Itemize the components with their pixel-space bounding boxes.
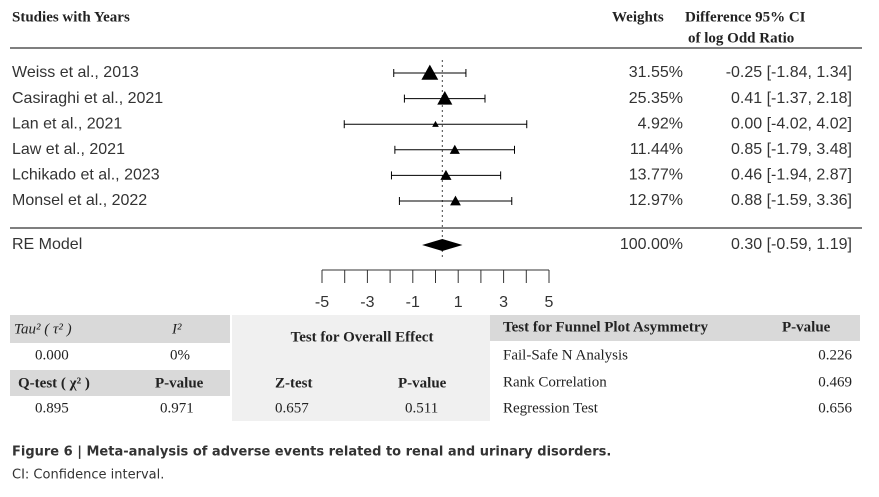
table-header: Q-test ( χ² ) [18, 375, 90, 391]
caption-note: CI: Confidence interval. [12, 468, 164, 483]
table-cell: 0.971 [160, 400, 194, 416]
ci-label: -0.25 [-1.84, 1.34] [726, 64, 852, 81]
x-tick-label: 3 [499, 294, 508, 311]
weight-label: 25.35% [629, 90, 683, 107]
column-header: Weights [612, 9, 664, 25]
table-header-bg [10, 315, 230, 343]
point-estimate [450, 195, 461, 206]
study-name: Casiraghi et al., 2021 [12, 90, 163, 107]
caption-title: Figure 6 | Meta-analysis of adverse even… [12, 445, 611, 460]
column-header: of log Odd Ratio [688, 30, 794, 46]
table-title: Test for Overall Effect [291, 329, 434, 345]
table-cell: 0.657 [275, 400, 309, 416]
weight-label: 13.77% [629, 167, 683, 184]
table-header: Z-test [275, 375, 313, 391]
weight-label: 100.00% [620, 236, 683, 253]
ci-label: 0.85 [-1.79, 3.48] [731, 141, 852, 158]
table-cell: Fail-Safe N Analysis [503, 347, 628, 363]
table-header: Tau² ( τ² ) [14, 321, 72, 337]
column-header: Studies with Years [12, 9, 130, 25]
ci-label: 0.41 [-1.37, 2.18] [731, 90, 852, 107]
table-cell: 0.895 [35, 400, 69, 416]
study-name: Lan et al., 2021 [12, 115, 122, 132]
x-tick-label: 1 [454, 294, 463, 311]
table-bg [232, 315, 490, 421]
weight-label: 4.92% [638, 115, 683, 132]
table-cell: 0% [170, 347, 190, 363]
table-header-bg [10, 370, 230, 396]
study-name: Lchikado et al., 2023 [12, 167, 160, 184]
point-estimate [449, 144, 460, 154]
table-header: P-value [155, 375, 204, 391]
table-cell: 0.656 [818, 400, 852, 416]
table-cell: 0.511 [405, 400, 438, 416]
table-header: P-value [782, 319, 831, 335]
ci-label: 0.88 [-1.59, 3.36] [731, 192, 852, 209]
table-cell: 0.469 [818, 374, 852, 390]
weight-label: 11.44% [630, 141, 683, 158]
table-cell: Regression Test [503, 400, 599, 416]
column-header: Difference 95% CI [685, 9, 806, 25]
study-name: Law et al., 2021 [12, 141, 125, 158]
table-header: I² [171, 321, 182, 337]
study-name: Weiss et al., 2013 [12, 64, 139, 81]
table-cell: 0.000 [35, 347, 69, 363]
table-header-bg [490, 315, 860, 341]
table-cell: 0.226 [818, 347, 852, 363]
weight-label: 31.55% [629, 64, 683, 81]
weight-label: 12.97% [629, 192, 683, 209]
x-tick-label: -3 [360, 294, 374, 311]
x-tick-label: -1 [406, 294, 420, 311]
table-header: Test for Funnel Plot Asymmetry [503, 319, 708, 335]
ci-label: 0.46 [-1.94, 2.87] [731, 167, 852, 184]
table-cell: Rank Correlation [503, 374, 607, 390]
point-estimate [437, 91, 453, 105]
summary-name: RE Model [12, 236, 82, 253]
x-tick-label: 5 [545, 294, 554, 311]
study-name: Monsel et al., 2022 [12, 192, 147, 209]
summary-diamond [422, 239, 463, 251]
point-estimate [421, 64, 439, 80]
point-estimate [440, 169, 452, 180]
table-header: P-value [398, 375, 447, 391]
point-estimate [432, 120, 439, 127]
x-tick-label: -5 [315, 294, 329, 311]
ci-label: 0.30 [-0.59, 1.19] [731, 236, 852, 253]
ci-label: 0.00 [-4.02, 4.02] [731, 115, 852, 132]
